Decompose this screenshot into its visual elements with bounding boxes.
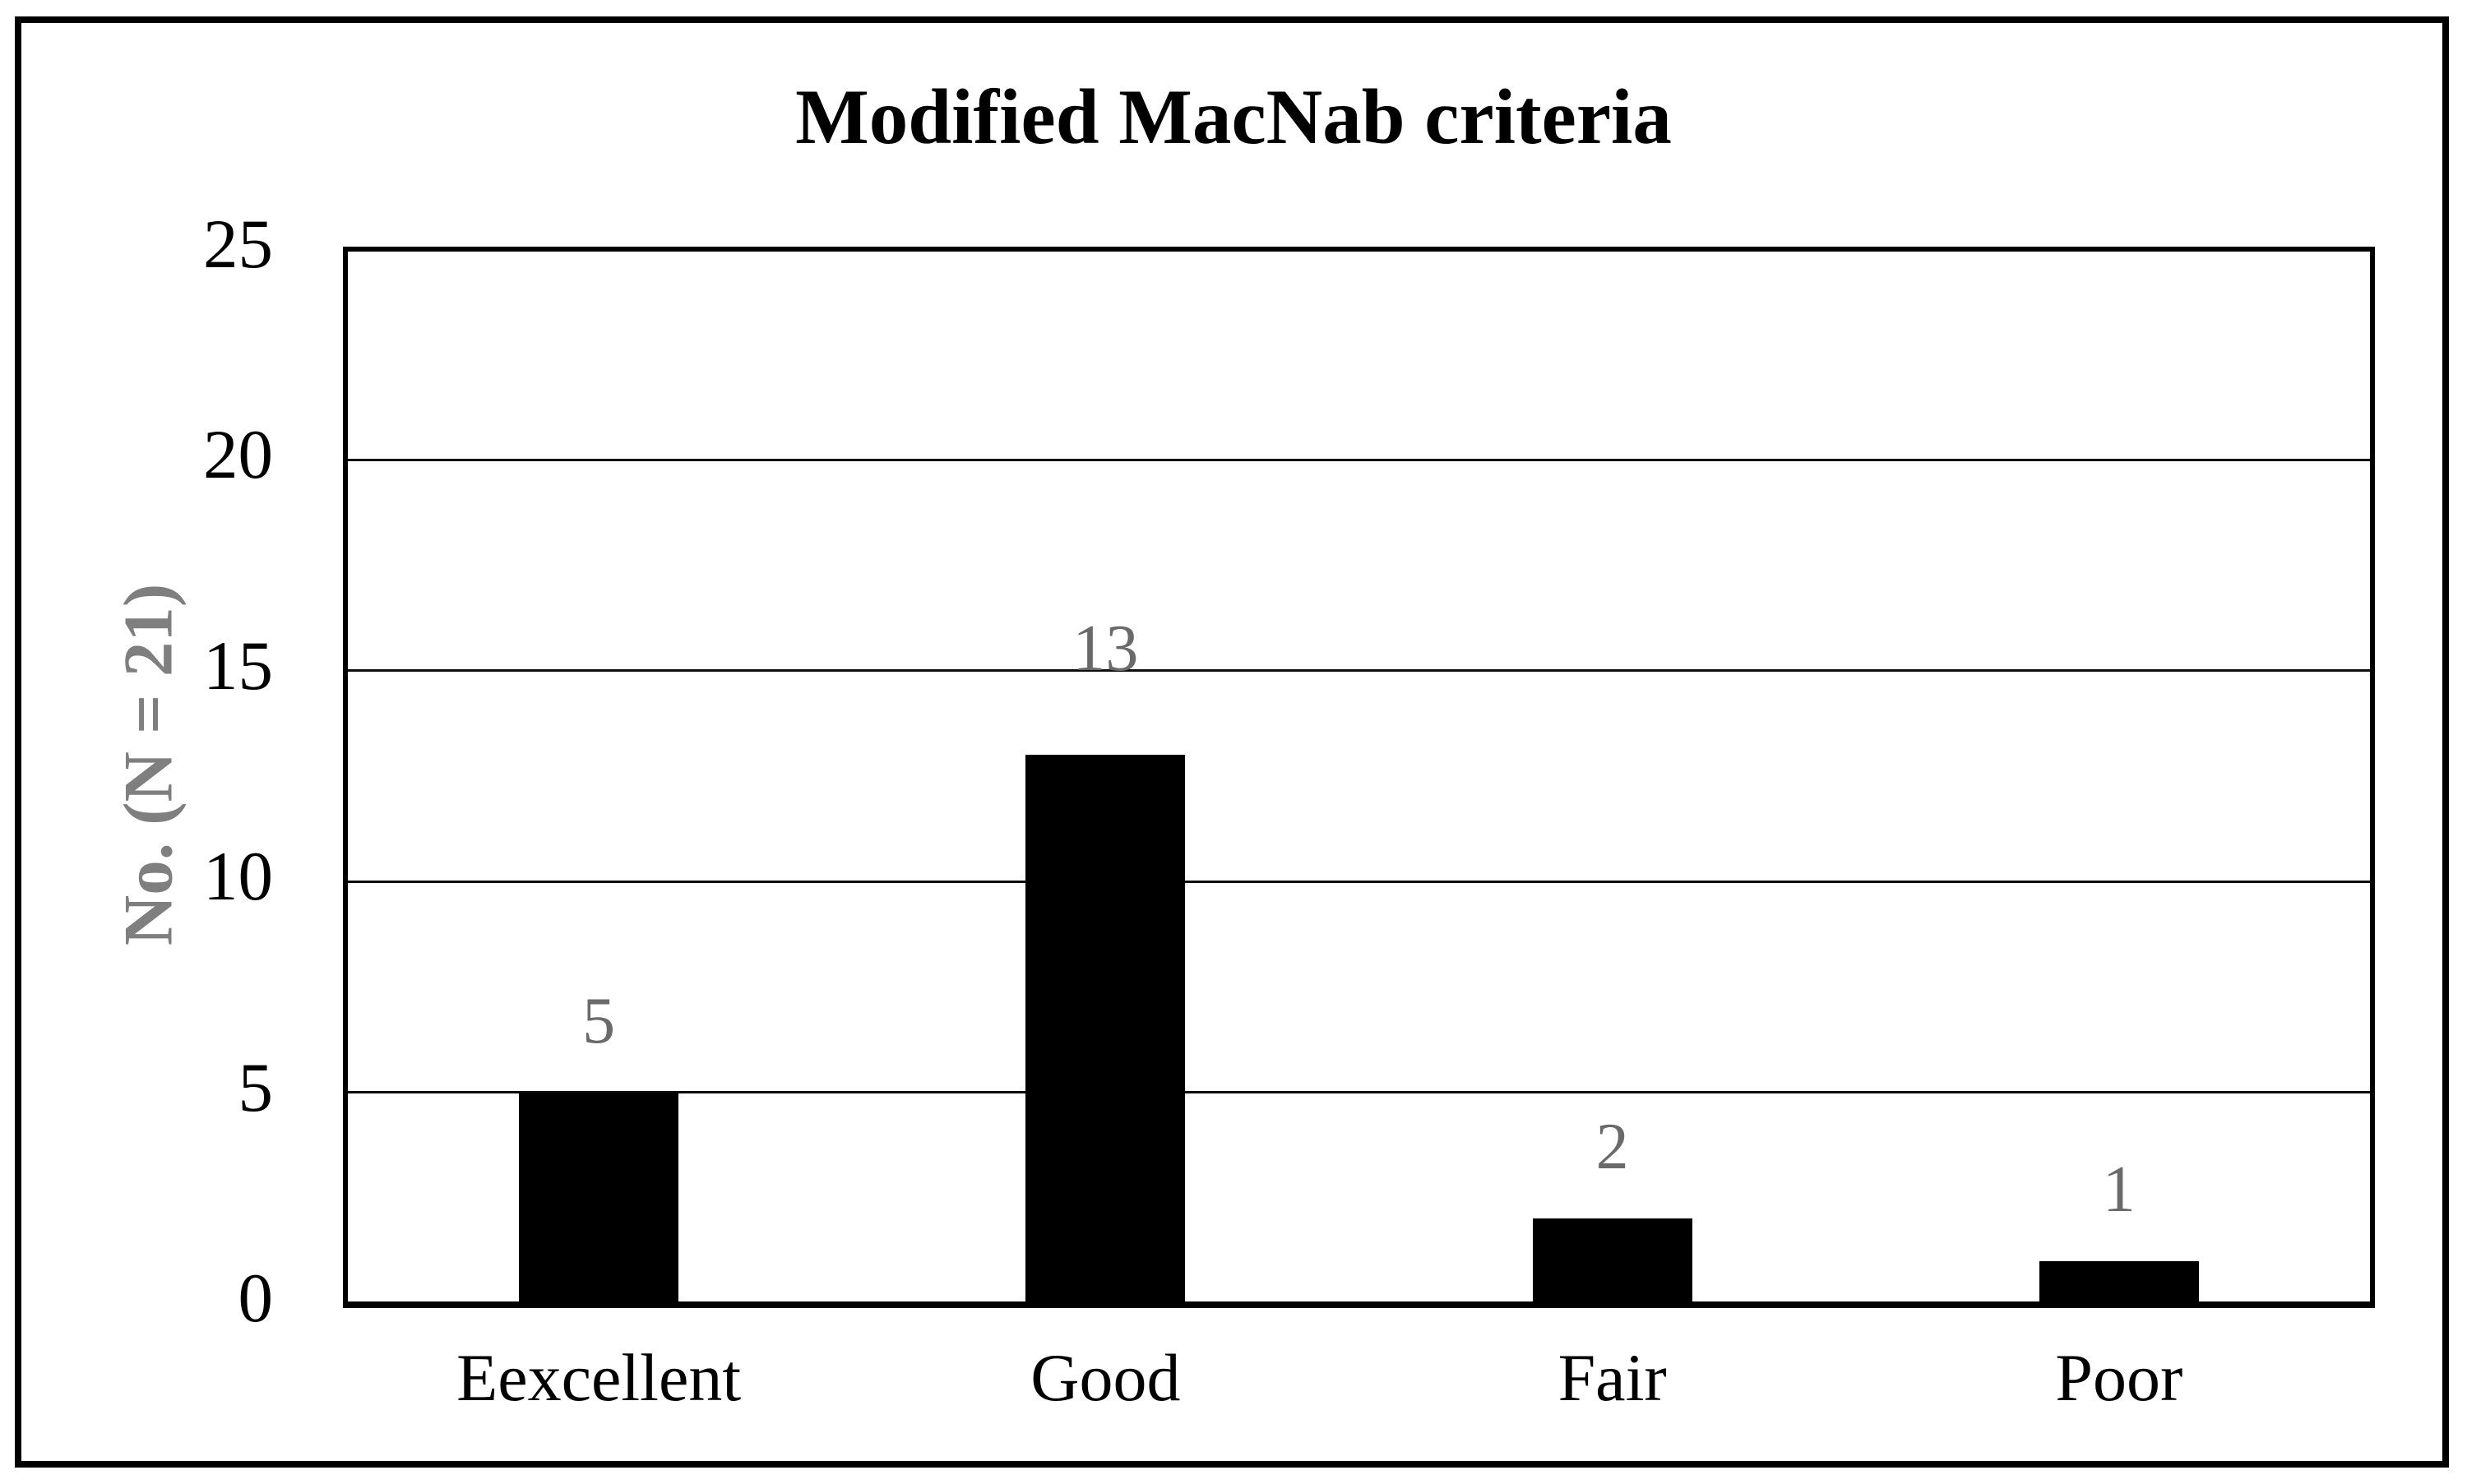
y-tick-label-0: 0 — [238, 1260, 274, 1337]
bar-value-label-poor: 1 — [2102, 1153, 2136, 1226]
figure-border — [15, 16, 2449, 1468]
bar-value-label-eexcellent: 5 — [582, 984, 616, 1057]
y-tick-label-15: 15 — [203, 626, 273, 705]
chart-title: Modified MacNab criteria — [795, 73, 1672, 160]
gridline-15 — [348, 669, 2370, 673]
x-category-label-good: Good — [1030, 1340, 1181, 1415]
bar-poor — [2039, 1260, 2199, 1303]
bar-fair — [1532, 1218, 1692, 1303]
y-tick-label-20: 20 — [203, 416, 273, 494]
x-category-label-eexcellent: Eexcellent — [456, 1340, 742, 1415]
gridline-5 — [348, 1091, 2370, 1094]
bar-value-label-fair: 2 — [1595, 1111, 1629, 1184]
y-tick-label-25: 25 — [203, 206, 273, 283]
x-category-label-fair: Fair — [1557, 1340, 1667, 1415]
bar-value-label-good: 13 — [1072, 613, 1139, 686]
gridline-20 — [348, 458, 2370, 461]
bar-eexcellent — [519, 1092, 679, 1303]
y-tick-label-10: 10 — [203, 838, 273, 916]
x-category-label-poor: Poor — [2055, 1340, 2183, 1415]
plot-area — [343, 247, 2375, 1308]
y-tick-label-5: 5 — [238, 1048, 274, 1126]
bar-good — [1025, 755, 1186, 1303]
gridline-10 — [348, 880, 2370, 883]
